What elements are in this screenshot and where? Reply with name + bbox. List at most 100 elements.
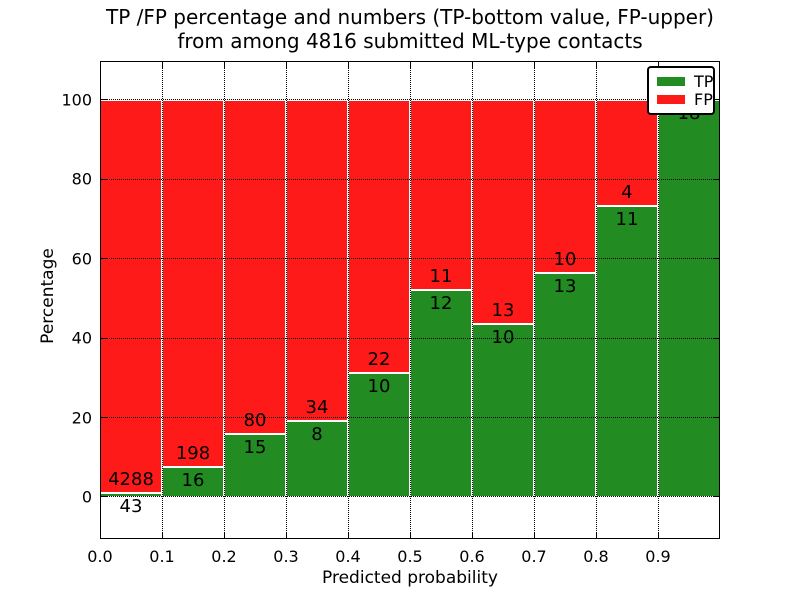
bar-value-fp: 10 (553, 248, 577, 270)
x-gridline (161, 61, 163, 539)
bar-value-fp: 80 (243, 410, 267, 432)
bar-value-tp: 12 (429, 292, 453, 314)
x-tick-label: 0.3 (273, 547, 299, 566)
x-tick (409, 61, 411, 68)
x-tick (285, 532, 287, 539)
x-tick (223, 61, 225, 68)
y-tick-label: 20 (71, 408, 92, 427)
bar-segment-tp (472, 324, 534, 497)
bar-value-tp: 10 (491, 327, 515, 349)
bar-value-tp: 15 (243, 437, 267, 459)
x-tick (533, 61, 535, 68)
x-tick (161, 61, 163, 68)
bar-value-tp: 10 (367, 375, 391, 397)
x-tick (595, 532, 597, 539)
x-tick (657, 532, 659, 539)
x-tick-label: 0.4 (335, 547, 361, 566)
x-tick (409, 532, 411, 539)
bar-segment-fp (348, 99, 410, 373)
bar-segment-fp (534, 99, 596, 273)
x-tick-label: 0.8 (583, 547, 609, 566)
y-tick-label: 80 (71, 169, 92, 189)
legend-row-fp: FP (657, 91, 713, 108)
legend: TP FP (647, 66, 715, 115)
bar-segment-tp (534, 272, 596, 497)
bar-segment-fp (100, 99, 162, 493)
y-tick-label: 60 (71, 249, 92, 269)
bar-segment-tp (286, 421, 348, 497)
x-gridline (223, 61, 225, 539)
y-tick (713, 258, 720, 260)
bar-segment-tp (348, 372, 410, 497)
bar-segment-fp (224, 99, 286, 435)
x-tick (223, 532, 225, 539)
y-tick (100, 99, 107, 101)
bar-value-fp: 11 (429, 265, 453, 287)
x-gridline (347, 61, 349, 539)
y-tick-label: 100 (61, 90, 92, 110)
x-tick (657, 61, 659, 68)
chart-title-line-1: TP /FP percentage and numbers (TP-bottom… (106, 5, 714, 29)
x-tick (347, 61, 349, 68)
legend-swatch-fp (657, 95, 685, 104)
x-tick (285, 61, 287, 68)
bar-value-tp: 43 (119, 495, 143, 517)
x-gridline (471, 61, 473, 539)
chart-title: TP /FP percentage and numbers (TP-bottom… (100, 5, 720, 53)
bar-value-fp: 4 (621, 181, 633, 203)
x-axis-label: Predicted probability (322, 568, 498, 588)
x-gridline (533, 61, 535, 539)
x-gridline (595, 61, 597, 539)
bar-segment-fp (410, 99, 472, 290)
x-tick (347, 532, 349, 539)
bar-value-tp: 16 (181, 470, 205, 492)
x-tick-label: 0.2 (211, 547, 237, 566)
y-tick (100, 337, 107, 339)
plot-area: 4288431981680153482210111213101013411018 (99, 61, 720, 539)
y-tick (100, 178, 107, 180)
x-tick (161, 532, 163, 539)
x-tick (471, 532, 473, 539)
bar-segment-tp (224, 434, 286, 497)
y-tick (713, 178, 720, 180)
x-tick-label: 0.9 (645, 547, 671, 566)
x-tick-label: 0.0 (87, 547, 113, 566)
x-tick-label: 0.7 (521, 547, 547, 566)
y-tick (713, 337, 720, 339)
bar-segment-fp (286, 99, 348, 422)
bar-value-fp: 4288 (108, 468, 154, 490)
x-tick (99, 61, 101, 68)
x-tick (99, 532, 101, 539)
bar-value-fp: 198 (175, 443, 211, 465)
bar-segment-tp (410, 289, 472, 497)
x-gridline (285, 61, 287, 539)
legend-label-fp: FP (694, 90, 713, 109)
x-tick (471, 61, 473, 68)
x-gridline (409, 61, 411, 539)
bar-value-fp: 13 (491, 300, 515, 322)
bar-segment-fp (596, 99, 658, 206)
bar-segment-tp (658, 99, 720, 497)
y-tick (713, 496, 720, 498)
legend-row-tp: TP (657, 73, 713, 90)
x-gridline (657, 61, 659, 539)
bar-segment-fp (472, 99, 534, 325)
bar-value-tp: 8 (311, 424, 323, 446)
y-tick (713, 417, 720, 418)
bar-segment-tp (162, 467, 224, 497)
legend-label-tp: TP (694, 72, 714, 91)
bar-value-fp: 22 (367, 348, 391, 370)
y-tick (100, 496, 107, 498)
x-tick-label: 0.6 (459, 547, 485, 566)
bar-segment-tp (596, 205, 658, 497)
bar-value-tp: 11 (615, 208, 639, 230)
legend-swatch-tp (657, 77, 685, 86)
y-tick (100, 417, 107, 418)
x-tick-label: 0.5 (397, 547, 423, 566)
bar-value-tp: 13 (553, 275, 577, 297)
x-tick (533, 532, 535, 539)
x-tick (595, 61, 597, 68)
y-tick (713, 99, 720, 101)
y-tick-label: 0 (81, 487, 92, 507)
